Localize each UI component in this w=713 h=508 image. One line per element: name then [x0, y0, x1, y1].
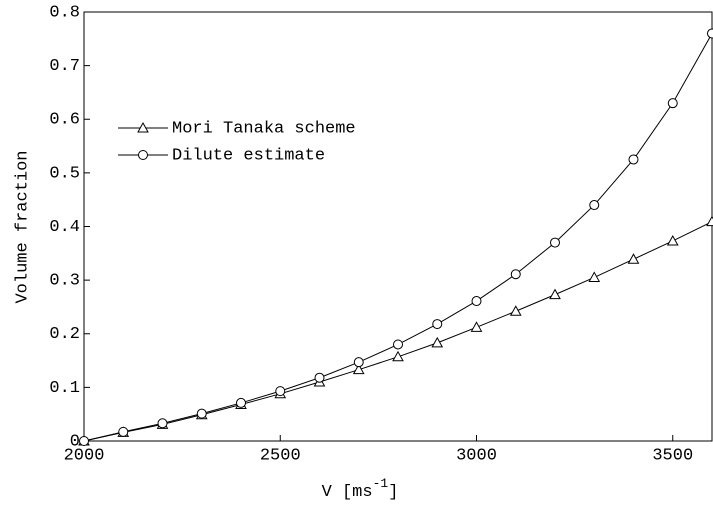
circle-marker: [510, 269, 521, 280]
y-tick-label: 0.4: [49, 218, 80, 237]
triangle-marker: [588, 271, 601, 282]
triangle-marker: [627, 253, 640, 264]
triangle-marker: [352, 363, 365, 375]
x-tick-label: 2000: [64, 446, 105, 465]
plot-frame: [83, 11, 713, 442]
circle-marker: [393, 339, 403, 350]
circle-marker: [79, 436, 89, 446]
triangle-marker: [706, 215, 713, 227]
series-line: [83, 221, 713, 442]
series-line: [83, 33, 713, 442]
triangle-marker: [392, 350, 404, 362]
y-tick-label: 0.6: [49, 111, 80, 130]
legend-marker: [137, 121, 149, 133]
circle-marker: [628, 154, 639, 165]
legend-label: Dilute estimate: [172, 146, 325, 165]
circle-marker: [118, 426, 129, 437]
triangle-marker: [509, 305, 522, 316]
x-tick-label: 2500: [260, 446, 301, 465]
circle-marker: [432, 319, 443, 330]
x-tick-label: 3500: [652, 446, 693, 465]
y-tick-label: 0.3: [49, 272, 80, 291]
y-axis-label: Volume fraction: [13, 150, 32, 303]
legend-label: Mori Tanaka scheme: [172, 119, 356, 138]
circle-marker: [196, 408, 207, 419]
x-axis-label: V [ms-1]: [322, 476, 399, 502]
circle-marker: [707, 28, 713, 39]
y-tick-label: 0.1: [49, 379, 80, 398]
circle-marker: [314, 372, 325, 383]
y-tick-label: 0: [70, 432, 80, 451]
triangle-marker: [470, 321, 483, 332]
triangle-marker: [549, 288, 561, 300]
circle-marker: [589, 200, 600, 211]
circle-marker: [157, 418, 168, 429]
circle-marker: [236, 397, 246, 408]
circle-marker: [550, 237, 560, 248]
y-tick-label: 0.2: [49, 325, 80, 344]
y-tick-label: 0.8: [49, 3, 80, 22]
circle-marker: [353, 357, 364, 368]
circle-marker: [667, 98, 678, 109]
triangle-marker: [666, 234, 679, 246]
triangle-marker: [431, 336, 444, 348]
y-tick-label: 0.7: [49, 57, 80, 76]
y-tick-label: 0.5: [49, 164, 80, 183]
legend-marker: [138, 150, 148, 160]
circle-marker: [275, 386, 286, 397]
x-tick-label: 3000: [456, 446, 497, 465]
circle-marker: [471, 296, 482, 307]
